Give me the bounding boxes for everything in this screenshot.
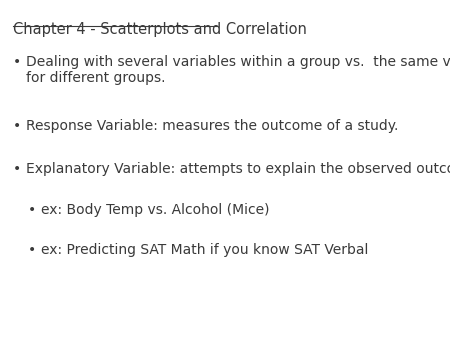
Text: •: •	[28, 243, 36, 257]
Text: Response Variable: measures the outcome of a study.: Response Variable: measures the outcome …	[27, 119, 399, 133]
Text: Dealing with several variables within a group vs.  the same variable
for differe: Dealing with several variables within a …	[27, 55, 450, 85]
Text: ex: Body Temp vs. Alcohol (Mice): ex: Body Temp vs. Alcohol (Mice)	[41, 202, 270, 217]
Text: •: •	[13, 119, 22, 133]
Text: •: •	[13, 55, 22, 69]
Text: Chapter 4 - Scatterplots and Correlation: Chapter 4 - Scatterplots and Correlation	[13, 22, 307, 37]
Text: •: •	[13, 162, 22, 176]
Text: Explanatory Variable: attempts to explain the observed outcomes.: Explanatory Variable: attempts to explai…	[27, 162, 450, 176]
Text: •: •	[28, 202, 36, 217]
Text: ex: Predicting SAT Math if you know SAT Verbal: ex: Predicting SAT Math if you know SAT …	[41, 243, 369, 257]
